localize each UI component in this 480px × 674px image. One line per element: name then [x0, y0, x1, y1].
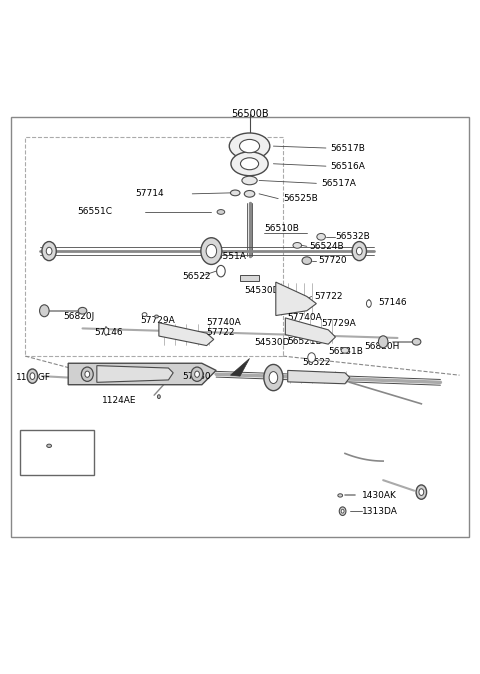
Ellipse shape [30, 373, 35, 379]
Ellipse shape [46, 247, 52, 255]
Text: 1430AK: 1430AK [362, 491, 396, 500]
Text: 56551A: 56551A [211, 252, 246, 261]
Ellipse shape [240, 140, 260, 153]
Ellipse shape [157, 395, 160, 398]
Text: 54530D: 54530D [245, 286, 280, 295]
FancyBboxPatch shape [25, 137, 283, 356]
Text: 56820H: 56820H [364, 342, 399, 350]
Ellipse shape [231, 152, 268, 176]
Ellipse shape [206, 245, 216, 257]
Ellipse shape [416, 485, 427, 499]
Ellipse shape [419, 489, 424, 495]
Bar [240, 275, 259, 280]
Ellipse shape [81, 367, 93, 381]
Ellipse shape [216, 266, 225, 277]
Text: 56532B: 56532B [336, 233, 370, 241]
Text: 57722: 57722 [206, 328, 235, 337]
Ellipse shape [341, 510, 344, 513]
Polygon shape [285, 318, 336, 344]
Ellipse shape [317, 233, 325, 240]
Ellipse shape [78, 307, 87, 314]
Ellipse shape [341, 348, 349, 353]
Ellipse shape [195, 371, 199, 377]
Polygon shape [288, 371, 350, 384]
Ellipse shape [357, 247, 362, 255]
Polygon shape [68, 363, 216, 385]
Text: 1123GF: 1123GF [16, 373, 51, 382]
Text: 57720: 57720 [319, 256, 348, 265]
Ellipse shape [338, 494, 343, 497]
Ellipse shape [264, 365, 283, 391]
Ellipse shape [244, 191, 255, 197]
Text: 54530D: 54530D [254, 338, 290, 347]
Ellipse shape [366, 300, 371, 307]
Ellipse shape [302, 257, 312, 264]
Text: 56517B: 56517B [331, 144, 366, 152]
Ellipse shape [352, 241, 366, 261]
Ellipse shape [217, 210, 225, 214]
FancyBboxPatch shape [21, 430, 95, 475]
Ellipse shape [191, 367, 203, 381]
Polygon shape [276, 282, 316, 315]
Polygon shape [230, 359, 250, 376]
Text: 56531B: 56531B [328, 347, 363, 356]
Text: 56521B: 56521B [288, 337, 323, 346]
Polygon shape [97, 365, 173, 382]
Ellipse shape [42, 241, 56, 261]
Text: 56525B: 56525B [283, 194, 318, 203]
Ellipse shape [412, 338, 421, 345]
FancyBboxPatch shape [11, 117, 469, 537]
Text: 57740A: 57740A [206, 318, 241, 327]
Ellipse shape [293, 243, 301, 248]
Ellipse shape [104, 328, 109, 335]
Text: 57729A: 57729A [321, 319, 356, 328]
Text: 56517A: 56517A [321, 179, 356, 188]
Text: 57146: 57146 [378, 298, 407, 307]
Text: 57280: 57280 [183, 371, 211, 381]
Text: 1313DA: 1313DA [362, 507, 397, 516]
Text: 56551C: 56551C [78, 208, 113, 216]
Text: 56510B: 56510B [264, 224, 299, 233]
Text: 57714: 57714 [135, 189, 164, 198]
Ellipse shape [27, 369, 37, 384]
Text: 57729A: 57729A [140, 315, 175, 324]
Ellipse shape [269, 371, 278, 384]
Ellipse shape [308, 353, 315, 363]
Ellipse shape [378, 336, 388, 348]
Ellipse shape [230, 190, 240, 195]
Ellipse shape [240, 158, 259, 170]
Ellipse shape [229, 133, 270, 159]
Text: 57722: 57722 [314, 292, 342, 301]
Text: 56500B: 56500B [231, 109, 268, 119]
Text: 57740A: 57740A [288, 313, 323, 322]
Polygon shape [159, 323, 214, 346]
Ellipse shape [242, 176, 257, 185]
Ellipse shape [39, 305, 49, 317]
Text: 56522: 56522 [183, 272, 211, 281]
Ellipse shape [155, 315, 158, 318]
Ellipse shape [85, 371, 90, 377]
Text: 57725A: 57725A [40, 434, 75, 443]
Text: 1124AE: 1124AE [102, 396, 136, 405]
Text: 57146: 57146 [95, 328, 123, 337]
Text: 56820J: 56820J [63, 312, 95, 321]
Text: 56524B: 56524B [309, 242, 344, 251]
Text: 56516A: 56516A [331, 162, 366, 171]
Ellipse shape [201, 238, 222, 264]
Ellipse shape [142, 313, 147, 317]
Ellipse shape [47, 444, 51, 448]
Text: 56522: 56522 [302, 359, 331, 367]
Ellipse shape [339, 507, 346, 516]
